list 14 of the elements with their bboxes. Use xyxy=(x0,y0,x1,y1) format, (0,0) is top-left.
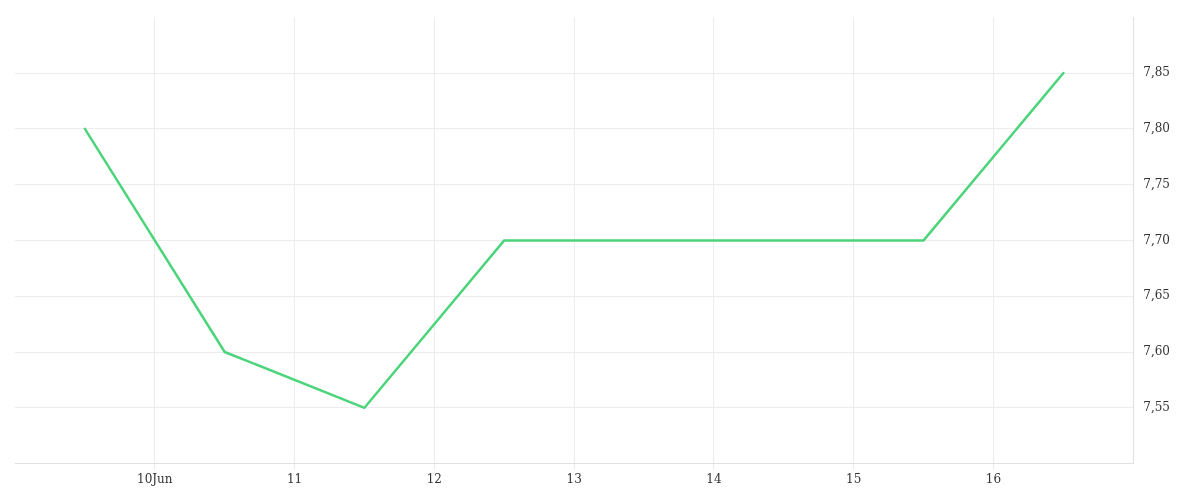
x-tick-label: 10Jun xyxy=(137,471,173,486)
x-tick-label: 13 xyxy=(566,471,582,486)
x-tick-label: 15 xyxy=(846,471,862,486)
y-tick-label: 7,85 xyxy=(1143,65,1170,80)
x-tick-label: 16 xyxy=(985,471,1002,486)
y-tick-label: 7,80 xyxy=(1143,120,1170,135)
x-tick-label: 12 xyxy=(426,471,442,486)
y-tick-label: 7,70 xyxy=(1143,232,1170,247)
y-tick-label: 7,60 xyxy=(1143,344,1170,359)
y-tick-label: 7,75 xyxy=(1143,176,1170,191)
y-tick-label: 7,65 xyxy=(1143,288,1170,303)
y-tick-label: 7,55 xyxy=(1143,399,1170,414)
x-tick-label: 14 xyxy=(706,471,722,486)
x-tick-label: 11 xyxy=(286,471,303,486)
